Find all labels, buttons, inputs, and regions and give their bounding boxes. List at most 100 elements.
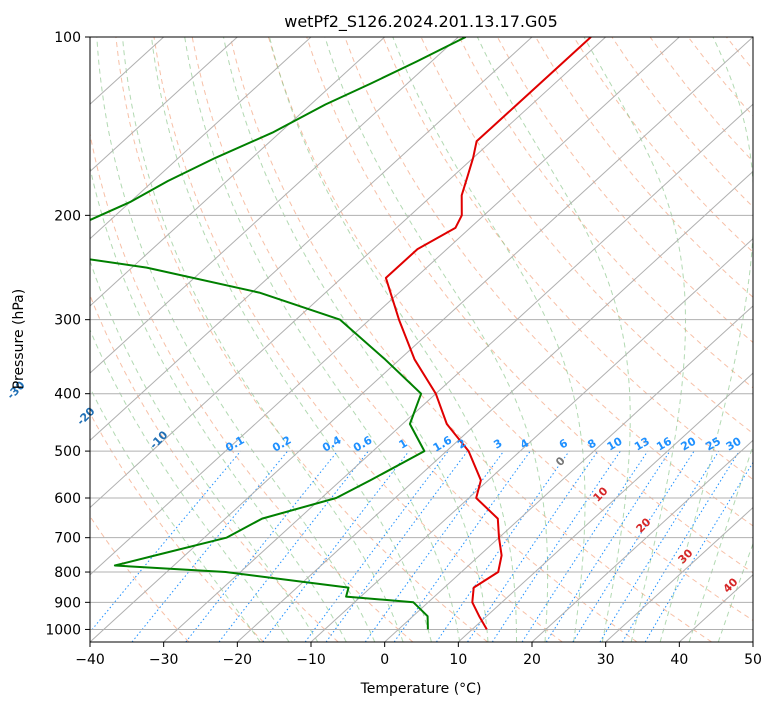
mixing-ratio-label: 6 <box>557 436 570 451</box>
dry-adiabat-line <box>458 37 753 389</box>
y-tick-label: 300 <box>54 313 81 329</box>
mixing-ratio-line <box>491 450 621 642</box>
y-tick-label: 500 <box>54 444 81 460</box>
dry-adiabat-line <box>90 293 339 642</box>
dry-adiabat-line <box>765 37 775 642</box>
mixing-ratio-label: 1 <box>397 437 410 452</box>
isotherm-line <box>90 37 238 173</box>
mixing-ratio-line <box>218 450 369 642</box>
mixing-ratio-line <box>262 450 410 642</box>
isotherm-line <box>90 37 607 509</box>
moist-adiabat-line <box>90 259 319 642</box>
dewpoint-line <box>90 37 467 630</box>
mixing-ratio-line <box>572 450 695 642</box>
dry-adiabat-line <box>229 37 712 642</box>
dry-adiabat-line <box>90 515 190 642</box>
dry-adiabat-line <box>153 37 563 642</box>
mixing-ratio-line <box>185 450 338 642</box>
y-tick-label: 200 <box>54 208 81 224</box>
grid-lines <box>90 37 753 642</box>
mixing-ratio-line <box>599 450 720 642</box>
moist-adiabat-label: 20 <box>634 515 654 535</box>
y-tick-label: 600 <box>54 491 81 507</box>
dry-adiabat-line <box>306 37 753 574</box>
mixing-ratio-line <box>435 450 570 642</box>
moist-adiabat-line <box>90 328 290 642</box>
moist-adiabat-line <box>659 37 753 642</box>
isotherm-line <box>163 103 753 642</box>
sounding-profiles <box>90 37 592 630</box>
moist-adiabat-label: 40 <box>721 575 741 595</box>
temperature-line <box>384 37 592 630</box>
x-tick-label: 40 <box>670 652 688 668</box>
x-tick-label: 30 <box>597 652 615 668</box>
moist-adiabat-line <box>151 37 432 642</box>
moist-adiabat-line <box>269 37 517 642</box>
mixing-ratio-line <box>521 450 649 642</box>
x-tick-label: −30 <box>149 652 179 668</box>
moist-adiabat-line <box>184 37 461 642</box>
isotherm-line <box>236 170 753 642</box>
moist-adiabat-line <box>392 37 586 642</box>
mixing-ratio-line <box>644 461 753 642</box>
dry-adiabat-line <box>649 37 753 163</box>
mixing-ratio-label: 4 <box>518 436 531 451</box>
isotherm-line <box>310 237 753 642</box>
dry-adiabat-line <box>344 37 753 527</box>
moist-adiabat-line <box>476 37 631 642</box>
dry-adiabat-label: -20 <box>74 405 97 428</box>
moist-adiabat-line <box>90 165 347 642</box>
y-tick-label: 400 <box>54 387 81 403</box>
isotherm-line <box>90 37 459 374</box>
isotherm-line <box>752 641 753 642</box>
mixing-ratio-line <box>545 450 671 642</box>
x-tick-label: 10 <box>449 652 467 668</box>
dry-adiabat-line <box>115 37 488 642</box>
chart-title: wetPf2_S126.2024.201.13.17.G05 <box>284 12 558 32</box>
mixing-ratio-line <box>304 450 449 642</box>
moist-adiabat-label: 0 <box>553 454 568 469</box>
y-axis-ticks: 100 200 300 400 500 600 700 800 900 1000 <box>45 30 90 638</box>
dry-adiabat-line <box>191 37 638 642</box>
mixing-ratio-line <box>90 450 242 633</box>
background-line-labels: 0.10.20.40.611.623468101316202530-100-90… <box>4 378 743 595</box>
y-tick-label: 700 <box>54 531 81 547</box>
dry-adiabat-line <box>535 37 753 298</box>
moist-adiabat-label: 10 <box>591 484 611 504</box>
x-tick-label: 50 <box>744 652 762 668</box>
moist-adiabat-line <box>324 37 549 642</box>
mixing-ratio-line <box>621 450 740 642</box>
y-axis-label: Pressure (hPa) <box>11 289 27 389</box>
dry-adiabat-line <box>611 37 753 208</box>
dry-adiabat-line <box>726 37 753 71</box>
y-tick-label: 800 <box>54 565 81 581</box>
moist-adiabat-line <box>96 37 376 642</box>
dry-adiabat-line <box>687 37 753 117</box>
moist-adiabat-line <box>583 37 686 642</box>
isotherm-line <box>90 37 533 442</box>
isotherm-line <box>90 37 312 240</box>
background-lines <box>90 37 775 642</box>
x-tick-label: 0 <box>380 652 389 668</box>
mixing-ratio-line <box>325 450 468 642</box>
x-axis-label: Temperature (°C) <box>360 681 482 697</box>
isotherm-line <box>384 305 753 642</box>
x-tick-label: −40 <box>75 652 105 668</box>
mixing-ratio-label: 8 <box>585 437 598 452</box>
moist-adiabat-line <box>688 444 753 642</box>
dry-adiabat-label: -10 <box>147 428 170 451</box>
dry-adiabat-line <box>496 37 753 344</box>
mixing-ratio-line <box>467 450 599 642</box>
mixing-ratio-line <box>131 450 288 642</box>
mixing-ratio-line <box>364 450 505 642</box>
y-tick-label: 1000 <box>45 622 81 638</box>
moist-adiabat-line <box>90 386 261 642</box>
isotherm-line <box>90 37 680 576</box>
x-axis-ticks: −40 −30 −20 −10 0 10 20 30 40 50 <box>75 642 762 668</box>
x-tick-label: −10 <box>296 652 326 668</box>
dry-adiabat-line <box>268 37 753 622</box>
y-tick-label: 100 <box>54 30 81 46</box>
mixing-ratio-label: 3 <box>491 437 504 452</box>
y-tick-label: 900 <box>54 595 81 611</box>
